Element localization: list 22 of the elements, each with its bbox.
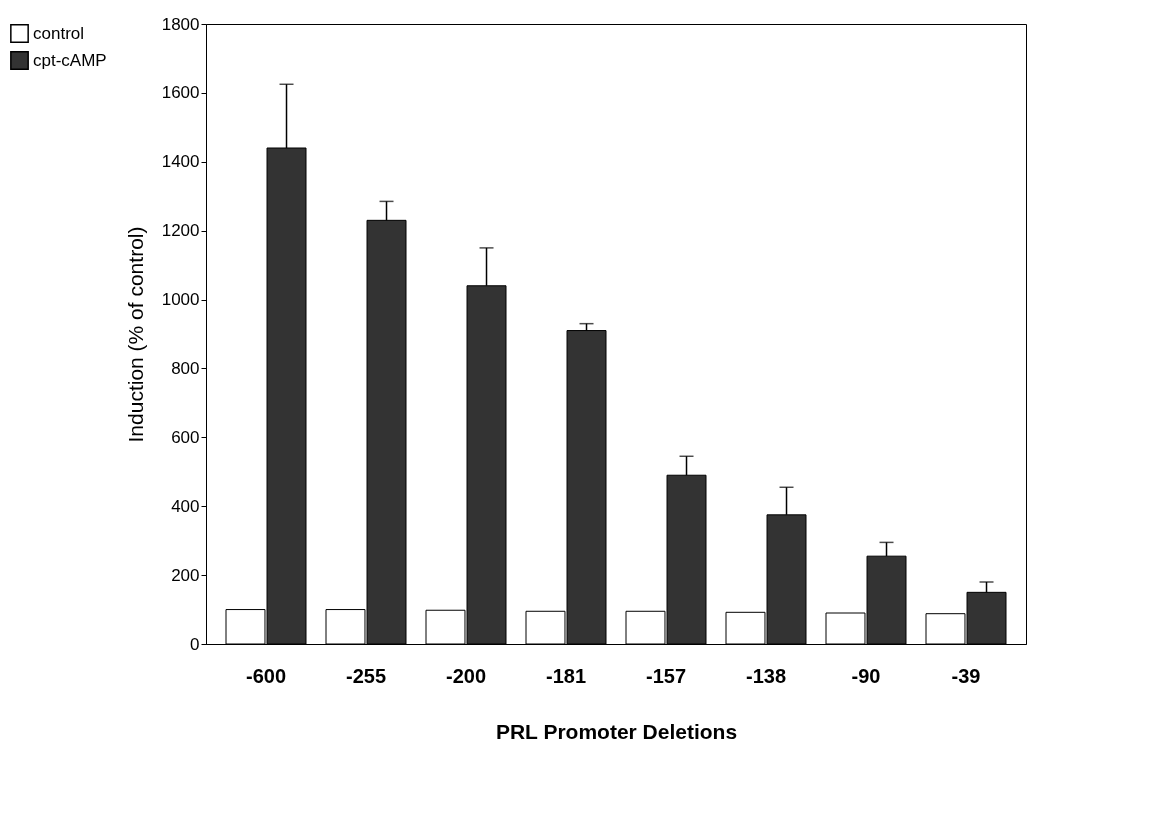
x-tick-label: -181 [545,664,587,687]
x-axis-title: PRL Promoter Deletions [495,719,738,743]
y-axis-title: Induction (% of control) [123,226,147,443]
x-tick-label: -138 [745,664,787,687]
y-tick-label: 1400 [161,152,200,172]
y-tick-label: 600 [171,427,200,447]
y-tick-label: 0 [190,634,200,654]
x-tick-label: -255 [345,664,387,687]
legend-label: control [33,23,85,43]
x-tick-label: -200 [445,664,487,687]
y-tick-label: 1200 [161,221,200,241]
x-tick-label: -90 [851,664,881,687]
y-tick-label: 1800 [161,14,200,34]
y-tick-label: 200 [171,565,200,585]
x-tick-label: -600 [245,664,287,687]
x-tick-label: -157 [645,664,687,687]
x-tick-label: -39 [951,664,981,687]
legend-label: cpt-cAMP [33,50,107,70]
y-tick-label: 800 [171,358,200,378]
y-tick-label: 1000 [161,290,200,310]
y-tick-label: 1600 [161,83,200,103]
y-tick-label: 400 [171,496,200,516]
